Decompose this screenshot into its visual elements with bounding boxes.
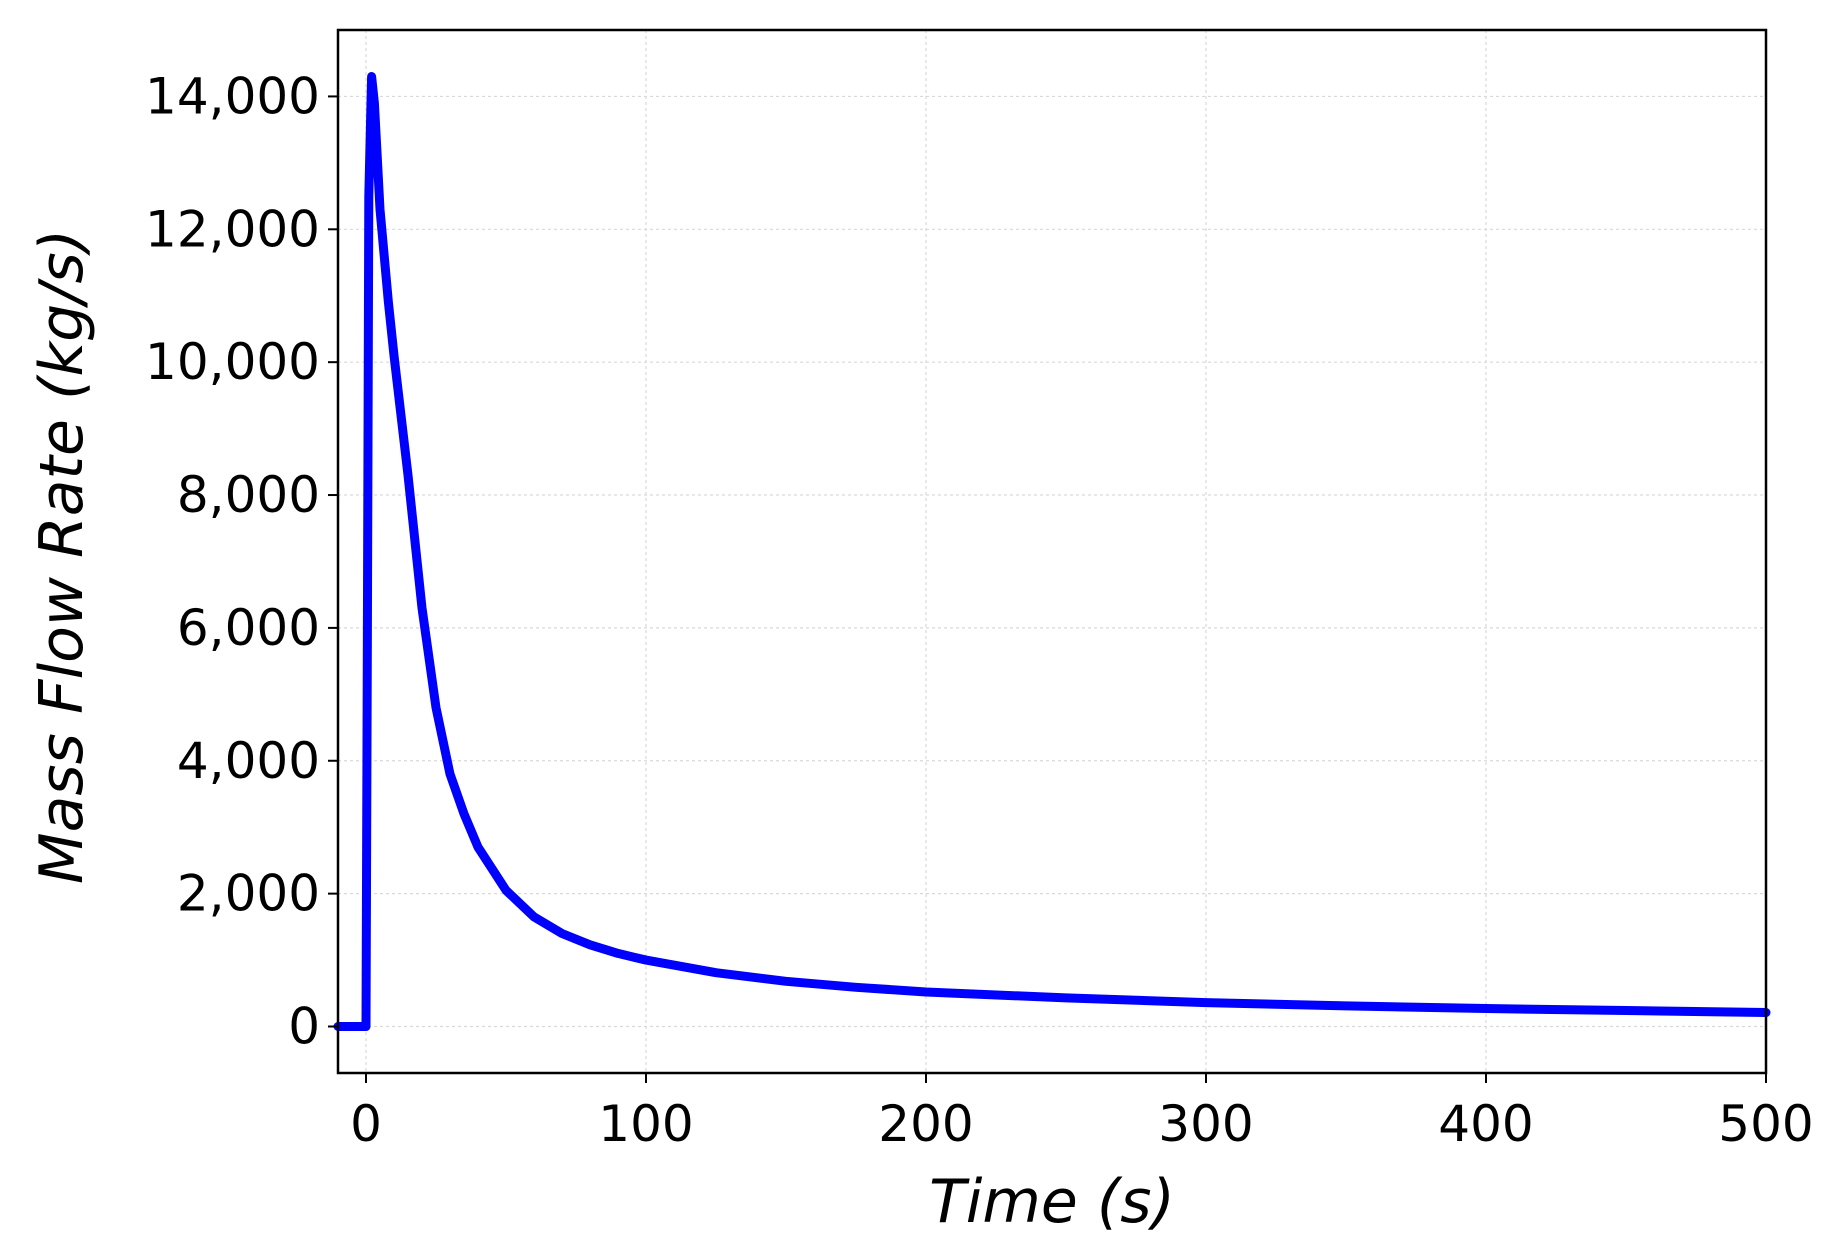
x-axis-label: Time (s) (929, 1167, 1175, 1237)
y-tick-label: 0 (288, 997, 320, 1055)
y-tick-label: 8,000 (177, 466, 320, 524)
x-tick-label: 200 (878, 1095, 973, 1153)
series-line-0 (333, 72, 1771, 1031)
y-tick-label: 12,000 (145, 200, 320, 258)
y-tick-label: 2,000 (177, 865, 320, 923)
series-layer (333, 72, 1771, 1031)
y-tick-label: 14,000 (145, 67, 320, 125)
y-tick-label: 4,000 (177, 732, 320, 790)
y-tick-label: 6,000 (177, 599, 320, 657)
y-tick-label: 10,000 (145, 333, 320, 391)
plot-frame (336, 28, 1768, 1075)
y-axis-label: Mass Flow Rate (kg/s) (27, 229, 97, 884)
x-tick-label: 300 (1158, 1095, 1253, 1153)
grid-lines (338, 30, 1767, 1073)
x-tick-label: 0 (350, 1095, 382, 1153)
x-tick-label: 500 (1718, 1095, 1813, 1153)
x-tick-label: 100 (598, 1095, 693, 1153)
x-tick-label: 400 (1438, 1095, 1533, 1153)
axis-ticks: 0 100 200 300 400 500 0 2,000 4,000 6,000 8,000 10,… (145, 67, 1814, 1153)
